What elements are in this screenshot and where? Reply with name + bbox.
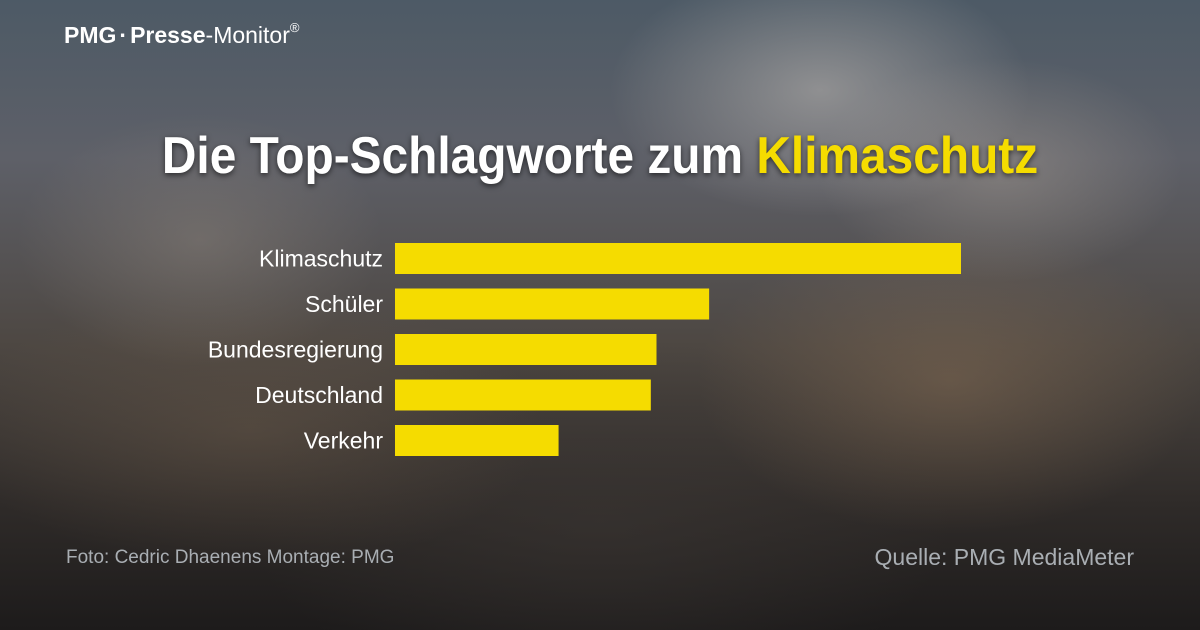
category-label-0: Klimaschutz <box>259 246 383 272</box>
category-label-3: Deutschland <box>255 382 383 408</box>
brand-part-pmg: PMG <box>64 22 117 48</box>
registered-mark: ® <box>289 20 300 35</box>
brand-separator: · <box>119 22 128 48</box>
bar-1 <box>395 288 710 320</box>
brand-logo: PMG · Presse-Monitor® <box>64 20 300 49</box>
brand-part-monitor: -Monitor <box>205 22 290 48</box>
chart-title-highlight: Klimaschutz <box>756 127 1039 185</box>
category-label-1: Schüler <box>305 291 383 317</box>
chart-title: Die Top-Schlagworte zum Klimaschutz <box>48 126 1152 186</box>
bar-2 <box>395 334 657 365</box>
chart-title-prefix: Die Top-Schlagworte zum <box>161 127 757 185</box>
photo-credit: Foto: Cedric Dhaenens Montage: PMG <box>66 547 395 568</box>
category-label-4: Verkehr <box>304 428 384 454</box>
bar-3 <box>395 379 651 411</box>
bar-4 <box>395 425 559 456</box>
category-label-2: Bundesregierung <box>208 337 383 363</box>
bar-0 <box>395 243 961 274</box>
brand-part-presse: Presse <box>130 22 206 48</box>
data-source: Quelle: PMG MediaMeter <box>874 544 1134 570</box>
